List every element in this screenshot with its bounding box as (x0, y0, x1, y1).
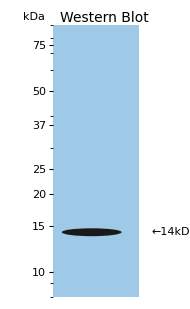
Text: Western Blot: Western Blot (60, 11, 149, 25)
Text: ←14kDa: ←14kDa (151, 227, 190, 237)
Ellipse shape (62, 228, 122, 236)
Text: kDa: kDa (23, 12, 45, 22)
